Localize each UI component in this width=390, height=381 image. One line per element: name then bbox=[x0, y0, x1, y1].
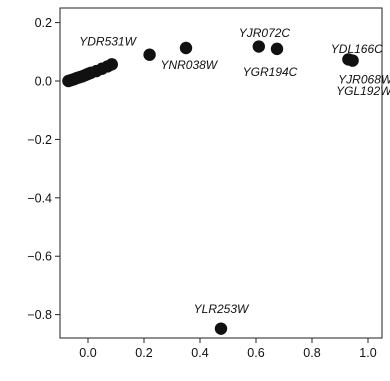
y-tick-label: −0.4 bbox=[27, 191, 52, 205]
point-annotation: YDR531W bbox=[79, 35, 137, 49]
point-annotation: YJR072C bbox=[239, 26, 291, 40]
y-tick-label: −0.2 bbox=[27, 133, 52, 147]
y-axis: 0.2 0.0 −0.2 −0.4 −0.6 −0.8 bbox=[27, 16, 60, 322]
point-annotation: YGL192W bbox=[336, 84, 390, 98]
y-tick-label: −0.8 bbox=[27, 308, 52, 322]
y-tick-label: 0.2 bbox=[35, 16, 52, 30]
x-tick-label: 0.8 bbox=[303, 346, 320, 360]
data-point bbox=[179, 41, 193, 55]
x-tick-label: 0.6 bbox=[247, 346, 264, 360]
point-labels: YDR531W YNR038W YJR072C YGR194C YDL166C YJR06… bbox=[79, 26, 390, 316]
point-annotation: YLR253W bbox=[194, 302, 250, 316]
point-annotation: YNR038W bbox=[160, 58, 218, 72]
x-tick-label: 0.0 bbox=[79, 346, 96, 360]
y-tick-label: −0.6 bbox=[27, 250, 52, 264]
data-point bbox=[346, 54, 359, 67]
plot-frame bbox=[59, 7, 383, 339]
data-point bbox=[252, 40, 265, 53]
x-tick-label: 1.0 bbox=[359, 346, 376, 360]
data-points bbox=[62, 40, 359, 335]
point-annotation: YJR068W bbox=[338, 73, 390, 87]
data-point bbox=[214, 322, 228, 335]
x-tick-label: 0.2 bbox=[135, 346, 152, 360]
x-tick-label: 0.4 bbox=[191, 346, 208, 360]
data-point bbox=[270, 42, 284, 56]
x-axis: 0.0 0.2 0.4 0.6 0.8 1.0 bbox=[79, 338, 377, 360]
point-annotation: YGR194C bbox=[243, 65, 298, 79]
data-point bbox=[143, 48, 156, 61]
y-tick-label: 0.0 bbox=[35, 75, 52, 89]
point-annotation: YDL166C bbox=[331, 42, 383, 56]
data-point bbox=[105, 58, 119, 71]
